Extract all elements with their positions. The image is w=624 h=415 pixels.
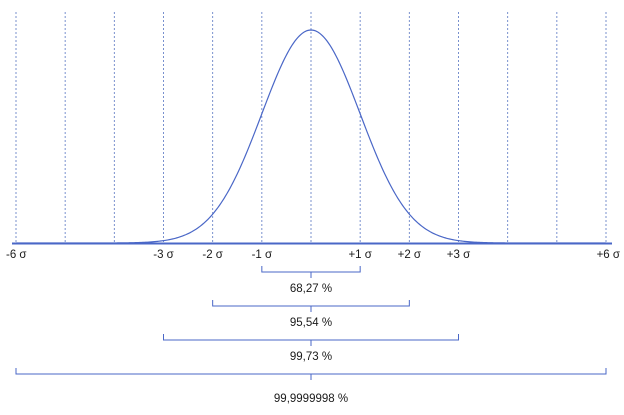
- interval-label: 99,73 %: [290, 351, 332, 363]
- interval-brackets: 68,27 % 95,54 % 99,73 % 99,9999998 %: [15, 266, 607, 405]
- tick-label: -2 σ: [202, 249, 223, 261]
- tick-label: +6 σ: [597, 249, 620, 261]
- tick-labels: -6 σ -3 σ -2 σ -1 σ +1 σ +2 σ +3 σ +6 σ: [6, 249, 620, 261]
- tick-label: -6 σ: [6, 249, 27, 261]
- interval-bracket: [163, 334, 459, 346]
- sigma-gridlines: [15, 12, 607, 243]
- interval-bracket: [212, 300, 410, 312]
- interval-label: 68,27 %: [290, 283, 332, 295]
- tick-label: +3 σ: [447, 249, 470, 261]
- tick-label: -1 σ: [252, 249, 273, 261]
- tick-label: +2 σ: [398, 249, 421, 261]
- interval-label: 99,9999998 %: [274, 393, 348, 405]
- interval-label: 95,54 %: [290, 317, 332, 329]
- tick-label: +1 σ: [348, 249, 371, 261]
- tick-label: -3 σ: [153, 249, 174, 261]
- interval-bracket: [15, 368, 607, 380]
- interval-bracket: [261, 266, 361, 278]
